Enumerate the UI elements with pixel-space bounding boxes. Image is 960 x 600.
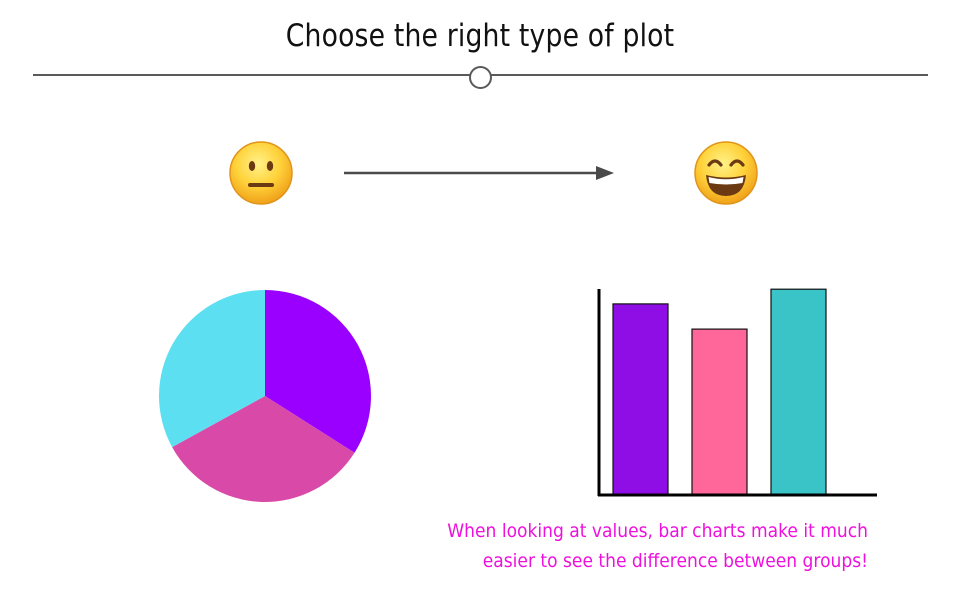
pie-slice-1: [265, 290, 371, 453]
bar-chart: [597, 288, 877, 497]
bar-1: [612, 303, 669, 496]
caption-line-2: easier to see the difference between gro…: [482, 550, 868, 572]
page-title: Choose the right type of plot: [285, 18, 675, 54]
right-arrow-icon: [344, 166, 614, 180]
caption: When looking at values, bar charts make …: [400, 516, 868, 576]
neutral-face-icon: [229, 141, 293, 205]
pie-slice-2: [172, 396, 355, 502]
bar-3: [770, 288, 827, 496]
caption-line-1: When looking at values, bar charts make …: [447, 520, 868, 542]
divider-knob[interactable]: [469, 66, 492, 89]
bar-2: [691, 328, 748, 496]
pie-slice-3: [159, 290, 265, 448]
pie-chart: [159, 290, 371, 502]
grinning-face-icon: [694, 141, 758, 205]
